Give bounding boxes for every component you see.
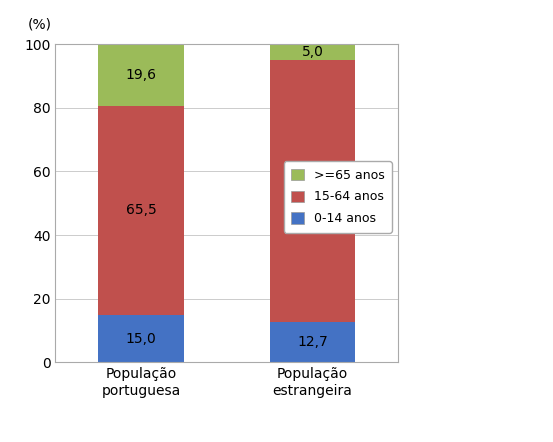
- Text: (%): (%): [28, 18, 52, 31]
- Text: 5,0: 5,0: [301, 45, 324, 59]
- Text: 65,5: 65,5: [126, 203, 156, 217]
- Bar: [269, 322, 355, 362]
- Text: 19,6: 19,6: [126, 68, 156, 82]
- Text: 12,7: 12,7: [297, 335, 328, 349]
- Legend: >=65 anos, 15-64 anos, 0-14 anos: >=65 anos, 15-64 anos, 0-14 anos: [284, 161, 392, 232]
- Text: 82,4: 82,4: [297, 184, 328, 198]
- Bar: [269, 60, 355, 322]
- Bar: [98, 44, 184, 106]
- Bar: [98, 315, 184, 362]
- Text: 15,0: 15,0: [126, 332, 156, 346]
- Bar: [98, 106, 184, 315]
- Bar: [269, 44, 355, 60]
